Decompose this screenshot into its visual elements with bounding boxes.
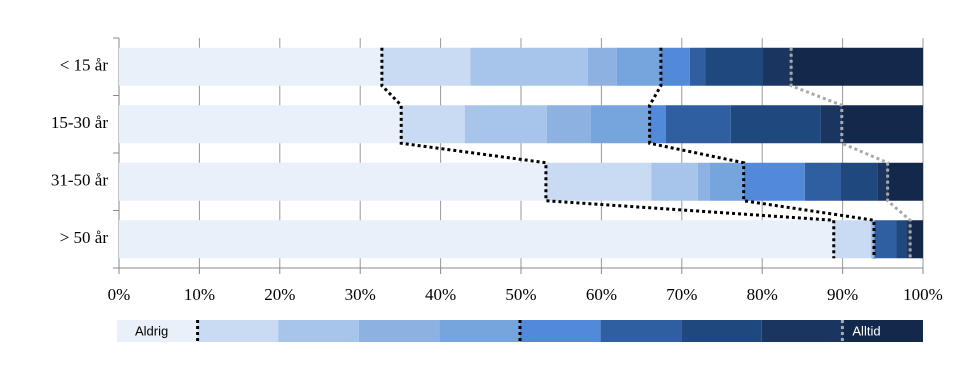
bar-segment <box>872 220 874 259</box>
boundary-line <box>380 47 836 259</box>
bar-segment <box>545 162 652 201</box>
bar-segment <box>590 105 650 144</box>
bar-segment <box>873 220 875 259</box>
bar-segment <box>820 105 842 144</box>
bar-segment <box>804 162 841 201</box>
bar-segment <box>833 220 871 259</box>
x-tick-label: 30% <box>345 285 376 304</box>
bar-segment <box>873 220 874 259</box>
legend-swatch <box>358 320 440 342</box>
x-tick-label: 70% <box>666 285 697 304</box>
bar-segment <box>464 105 547 144</box>
x-tick-label: 60% <box>586 285 617 304</box>
bar-segment <box>119 47 382 86</box>
bar-segment <box>689 47 706 86</box>
x-tick-label: 40% <box>425 285 456 304</box>
bar-segment <box>665 105 731 144</box>
legend-swatch <box>520 320 601 342</box>
x-tick-label: 20% <box>264 285 295 304</box>
bar-segment <box>763 47 792 86</box>
bar-segment <box>791 47 923 86</box>
bar-segment <box>546 105 591 144</box>
bar-segment <box>470 47 588 86</box>
x-tick-label: 50% <box>505 285 536 304</box>
legend-swatch <box>117 320 198 342</box>
bar-segment <box>906 220 911 259</box>
bar-segment <box>616 47 661 86</box>
bar-segment <box>660 47 690 86</box>
bar-segment <box>730 105 821 144</box>
legend-swatch <box>681 320 762 342</box>
bar-segment <box>705 47 764 86</box>
legend-swatch <box>842 320 923 342</box>
bar-segment <box>874 220 897 259</box>
y-tick-label: > 50 år <box>60 228 109 247</box>
bar-segment <box>840 162 878 201</box>
legend-swatch <box>439 320 520 342</box>
x-tick-label: 0% <box>108 285 131 304</box>
bar-segment <box>896 220 907 259</box>
bar-segment <box>401 105 465 144</box>
bar-segment <box>651 162 698 201</box>
legend-label: Alltid <box>852 323 880 338</box>
bar-segment <box>887 162 923 201</box>
y-tick-label: < 15 år <box>60 56 109 75</box>
legend-swatch <box>278 320 359 342</box>
bar-segment <box>870 220 873 259</box>
boundary-line <box>789 47 912 259</box>
bar-segment <box>119 162 546 201</box>
legend-swatch <box>761 320 843 342</box>
bar-segment <box>119 220 834 259</box>
legend-swatch <box>197 320 279 342</box>
bar-segment <box>841 105 923 144</box>
bar-segment <box>381 47 471 86</box>
x-tick-label: 90% <box>827 285 858 304</box>
legend-label: Aldrig <box>135 323 168 338</box>
legend-swatch <box>600 320 682 342</box>
x-tick-label: 80% <box>747 285 778 304</box>
x-tick-label: 100% <box>903 285 943 304</box>
bar-segment <box>587 47 617 86</box>
bar-segment <box>697 162 710 201</box>
bar-segment <box>119 105 402 144</box>
bar-segment <box>743 162 805 201</box>
bar-segment <box>910 220 923 259</box>
bar-segment <box>649 105 666 144</box>
bar-segment <box>877 162 888 201</box>
bar-segment <box>709 162 744 201</box>
y-tick-label: 15-30 år <box>51 113 108 132</box>
x-tick-label: 10% <box>184 285 215 304</box>
y-tick-label: 31-50 år <box>51 171 108 190</box>
boundary-line <box>648 47 876 259</box>
